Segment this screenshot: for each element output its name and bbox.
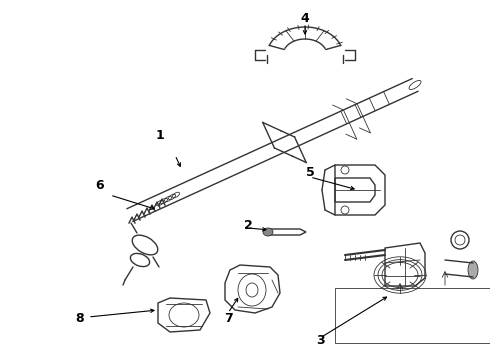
Text: 4: 4	[301, 12, 309, 24]
Text: 7: 7	[223, 311, 232, 324]
Text: 5: 5	[306, 166, 315, 179]
Ellipse shape	[468, 261, 478, 279]
Text: 1: 1	[156, 129, 164, 141]
Text: 2: 2	[244, 219, 252, 231]
Ellipse shape	[263, 228, 273, 236]
Text: 6: 6	[96, 179, 104, 192]
Text: 8: 8	[75, 311, 84, 324]
Text: 3: 3	[316, 333, 324, 346]
